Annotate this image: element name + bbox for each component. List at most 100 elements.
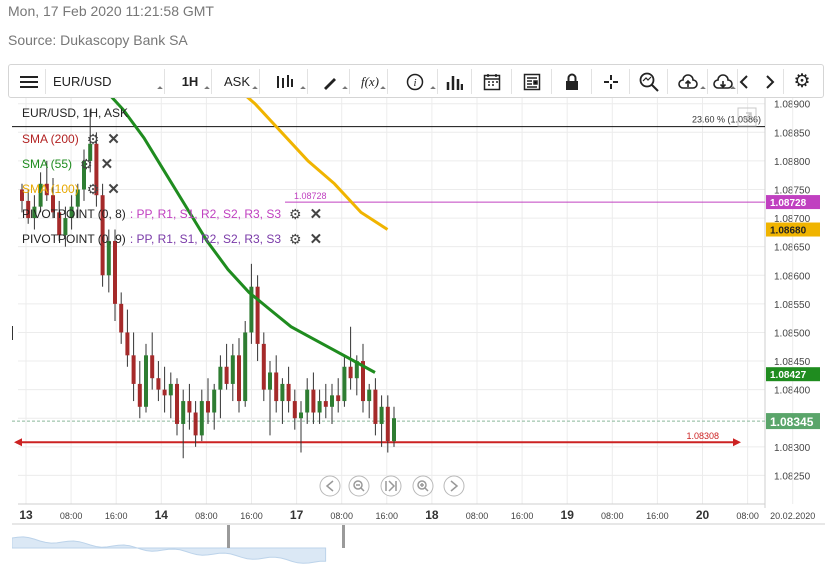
datetime-label: Mon, 17 Feb 2020 11:21:58 GMT <box>8 3 214 19</box>
navigator-area <box>12 536 327 564</box>
candle-body <box>168 383 173 396</box>
nav-zoom-in-glyph <box>417 480 427 490</box>
crosshair-button[interactable] <box>593 69 630 94</box>
sma100-label[interactable]: SMA (100) <box>22 182 79 196</box>
x-tick-label: 13 <box>19 508 33 522</box>
close-icon[interactable]: ✕ <box>309 231 323 248</box>
scroll-left-button[interactable] <box>733 69 755 94</box>
support-arrow-left <box>14 438 22 447</box>
candle-body <box>69 206 74 219</box>
legend-pivot1: PIVOTPOINT (0, 8) : PP, R1, S1, R2, S2, … <box>22 205 323 224</box>
fib-label: 23.60 % (1.0886) <box>692 115 761 125</box>
settings-button[interactable]: ⚙ <box>787 69 817 94</box>
instrument-selector[interactable]: EUR/USD <box>49 69 165 94</box>
x-tick-label: 14 <box>155 508 169 522</box>
sma100-line <box>246 98 389 231</box>
pivot2-label[interactable]: PIVOTPOINT (0, 9) <box>22 232 126 246</box>
sma100-price-label: 1.08680 <box>770 226 807 237</box>
close-icon[interactable]: ✕ <box>100 156 114 173</box>
plot-area <box>18 98 765 504</box>
candle-body <box>94 143 99 196</box>
nav-zoom-in-icon[interactable] <box>412 475 434 497</box>
close-icon[interactable]: ✕ <box>107 131 120 148</box>
sma55-price-tag <box>766 367 820 382</box>
candle-body <box>392 418 396 442</box>
drawing-tools-button[interactable] <box>311 69 350 94</box>
zoom-button[interactable] <box>631 69 668 94</box>
indicators-button[interactable]: f(x) <box>353 69 388 94</box>
x-tick-label: 18 <box>425 508 439 522</box>
candle-body <box>348 366 353 379</box>
cloud-download-icon <box>713 73 733 89</box>
period-selector[interactable]: 1H <box>169 69 212 94</box>
candle-body <box>354 361 359 379</box>
candle-body <box>137 383 142 407</box>
panel-grip <box>12 326 13 340</box>
pivot-price-tag <box>766 195 820 210</box>
candle-body <box>230 355 235 384</box>
info-button[interactable]: i <box>393 69 438 94</box>
cloud-upload-icon <box>678 73 698 89</box>
news-button[interactable] <box>513 69 552 94</box>
candle-body <box>181 401 186 424</box>
candle-body <box>187 401 192 413</box>
candle-body <box>268 372 272 390</box>
sma200-label[interactable]: SMA (200) <box>22 132 79 146</box>
candle-body <box>162 389 167 396</box>
source-label: Source: Dukascopy Bank SA <box>8 32 188 48</box>
nav-reset-icon[interactable] <box>380 475 402 497</box>
candle-body <box>51 195 55 213</box>
pivot1-label[interactable]: PIVOTPOINT (0, 8) <box>22 207 126 221</box>
candle-body <box>336 395 341 402</box>
candle-body <box>156 378 161 390</box>
nav-zoom-out-glyph <box>353 480 363 490</box>
candle-body <box>75 189 80 207</box>
legend-sma55: SMA (55) ⚙ ✕ <box>22 155 114 174</box>
gear-icon[interactable]: ⚙ <box>80 155 93 172</box>
volume-button[interactable] <box>437 69 472 94</box>
candle-body <box>305 389 310 413</box>
candle-body <box>199 401 204 436</box>
info-icon: i <box>406 73 424 90</box>
price-chart[interactable]: 1.089001.088501.088001.087501.087001.086… <box>12 98 825 568</box>
chart-type-button[interactable] <box>263 69 308 94</box>
scroll-right-button[interactable] <box>757 69 784 94</box>
chart-toolbar: EUR/USD 1H ASK f(x) i <box>8 64 824 98</box>
candle-body <box>286 383 291 402</box>
candle-body <box>379 406 384 424</box>
gear-icon[interactable]: ⚙ <box>86 180 100 197</box>
nav-forward-icon[interactable] <box>443 475 465 497</box>
close-icon[interactable]: ✕ <box>309 206 323 223</box>
candle-body <box>26 200 31 219</box>
candle-body <box>330 395 334 407</box>
candle-body <box>218 366 223 390</box>
period-label: 1H <box>181 74 199 89</box>
gear-icon[interactable]: ⚙ <box>86 130 100 147</box>
side-label: ASK <box>223 74 250 89</box>
side-selector[interactable]: ASK <box>215 69 260 94</box>
lock-icon <box>566 73 578 90</box>
sma55-label[interactable]: SMA (55) <box>22 157 73 171</box>
zoom-icon <box>639 72 659 92</box>
download-button[interactable] <box>709 69 738 94</box>
menu-button[interactable] <box>13 69 46 94</box>
upload-button[interactable] <box>669 69 708 94</box>
candle-body <box>32 206 37 219</box>
gear-icon[interactable]: ⚙ <box>289 205 302 222</box>
x-tick-label: 19 <box>561 508 575 522</box>
candle-body <box>131 355 136 384</box>
candle-body <box>57 212 62 236</box>
lock-button[interactable] <box>553 69 592 94</box>
nav-back-icon[interactable] <box>319 475 341 497</box>
x-tick-label: 08:00 <box>60 511 83 521</box>
nav-zoom-out-icon[interactable] <box>348 475 370 497</box>
close-icon[interactable]: ✕ <box>107 181 120 198</box>
x-tick-label: 16:00 <box>511 511 534 521</box>
candle-body <box>361 361 365 402</box>
candle-body <box>106 240 111 276</box>
candle-body <box>150 355 155 379</box>
candle-body <box>144 355 148 407</box>
calendar-button[interactable] <box>473 69 512 94</box>
gear-icon[interactable]: ⚙ <box>289 230 302 247</box>
chart-title: EUR/USD, 1H, ASK <box>22 106 129 120</box>
